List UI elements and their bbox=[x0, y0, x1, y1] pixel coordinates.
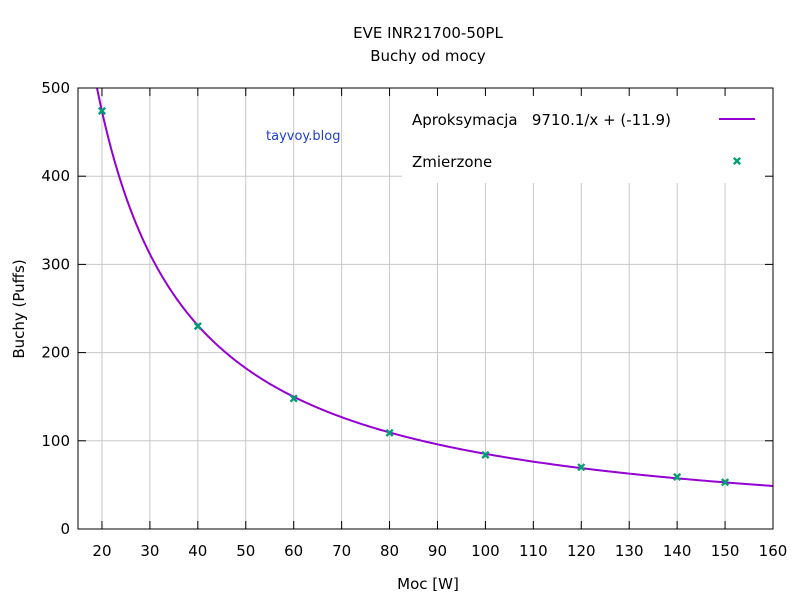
y-tick-label: 100 bbox=[41, 432, 70, 450]
legend-box bbox=[402, 89, 772, 183]
data-point-stroke bbox=[481, 450, 490, 459]
data-point-stroke bbox=[721, 478, 730, 487]
chart-title: EVE INR21700-50PL bbox=[353, 24, 503, 42]
data-point-stroke bbox=[577, 463, 586, 472]
y-tick-label: 300 bbox=[41, 255, 70, 273]
y-tick-label: 200 bbox=[41, 344, 70, 362]
plot-frame bbox=[77, 87, 774, 530]
fit-curve bbox=[96, 87, 774, 487]
fit-curve-layer bbox=[96, 87, 774, 487]
data-point-stroke bbox=[193, 322, 202, 331]
data-point-stroke bbox=[289, 394, 298, 403]
x-tick-label: 40 bbox=[188, 542, 207, 560]
tick-marks bbox=[78, 87, 774, 530]
x-tick-label: 120 bbox=[567, 542, 596, 560]
y-axis-label: Buchy (Puffs) bbox=[10, 259, 28, 358]
x-tick-label: 110 bbox=[519, 542, 548, 560]
x-tick-label: 60 bbox=[284, 542, 303, 560]
y-tick-label: 400 bbox=[41, 167, 70, 185]
legend-label-measured: Zmierzone bbox=[412, 153, 492, 171]
data-point bbox=[721, 478, 730, 487]
data-point bbox=[577, 463, 586, 472]
x-tick-label: 160 bbox=[759, 542, 788, 560]
legend-label-fit: Aproksymacja 9710.1/x + (-11.9) bbox=[412, 111, 671, 129]
tick-labels: 20 30 40 50 60 70 80 90 100 110 120 130 140 150 160 0 10… bbox=[41, 79, 787, 560]
x-tick-label: 150 bbox=[711, 542, 740, 560]
x-tick-label: 80 bbox=[380, 542, 399, 560]
y-tick-label: 0 bbox=[60, 520, 70, 538]
data-point-stroke bbox=[97, 106, 107, 115]
legend-swatch-measured bbox=[732, 156, 742, 166]
data-point bbox=[97, 106, 107, 115]
data-point bbox=[385, 428, 394, 437]
data-point bbox=[673, 472, 682, 482]
x-tick-label: 140 bbox=[663, 542, 692, 560]
x-tick-label: 130 bbox=[615, 542, 644, 560]
legend-marker-stroke bbox=[732, 156, 742, 166]
x-tick-label: 100 bbox=[471, 542, 500, 560]
legend: Aproksymacja 9710.1/x + (-11.9) Zmierzone bbox=[412, 111, 755, 171]
x-axis-label: Moc [W] bbox=[397, 575, 459, 593]
x-tick-label: 20 bbox=[92, 542, 111, 560]
chart-subtitle: Buchy od mocy bbox=[370, 47, 486, 65]
data-point-stroke bbox=[385, 428, 394, 437]
x-tick-label: 30 bbox=[140, 542, 159, 560]
data-point-stroke bbox=[673, 472, 682, 482]
x-tick-label: 50 bbox=[236, 542, 255, 560]
watermark: tayvoy.blog bbox=[266, 129, 340, 144]
y-tick-label: 500 bbox=[41, 79, 70, 97]
data-point bbox=[481, 450, 490, 459]
data-point bbox=[289, 394, 298, 403]
x-tick-label: 90 bbox=[428, 542, 447, 560]
data-point bbox=[193, 322, 202, 331]
data-points-layer bbox=[97, 106, 730, 487]
x-tick-label: 70 bbox=[332, 542, 351, 560]
